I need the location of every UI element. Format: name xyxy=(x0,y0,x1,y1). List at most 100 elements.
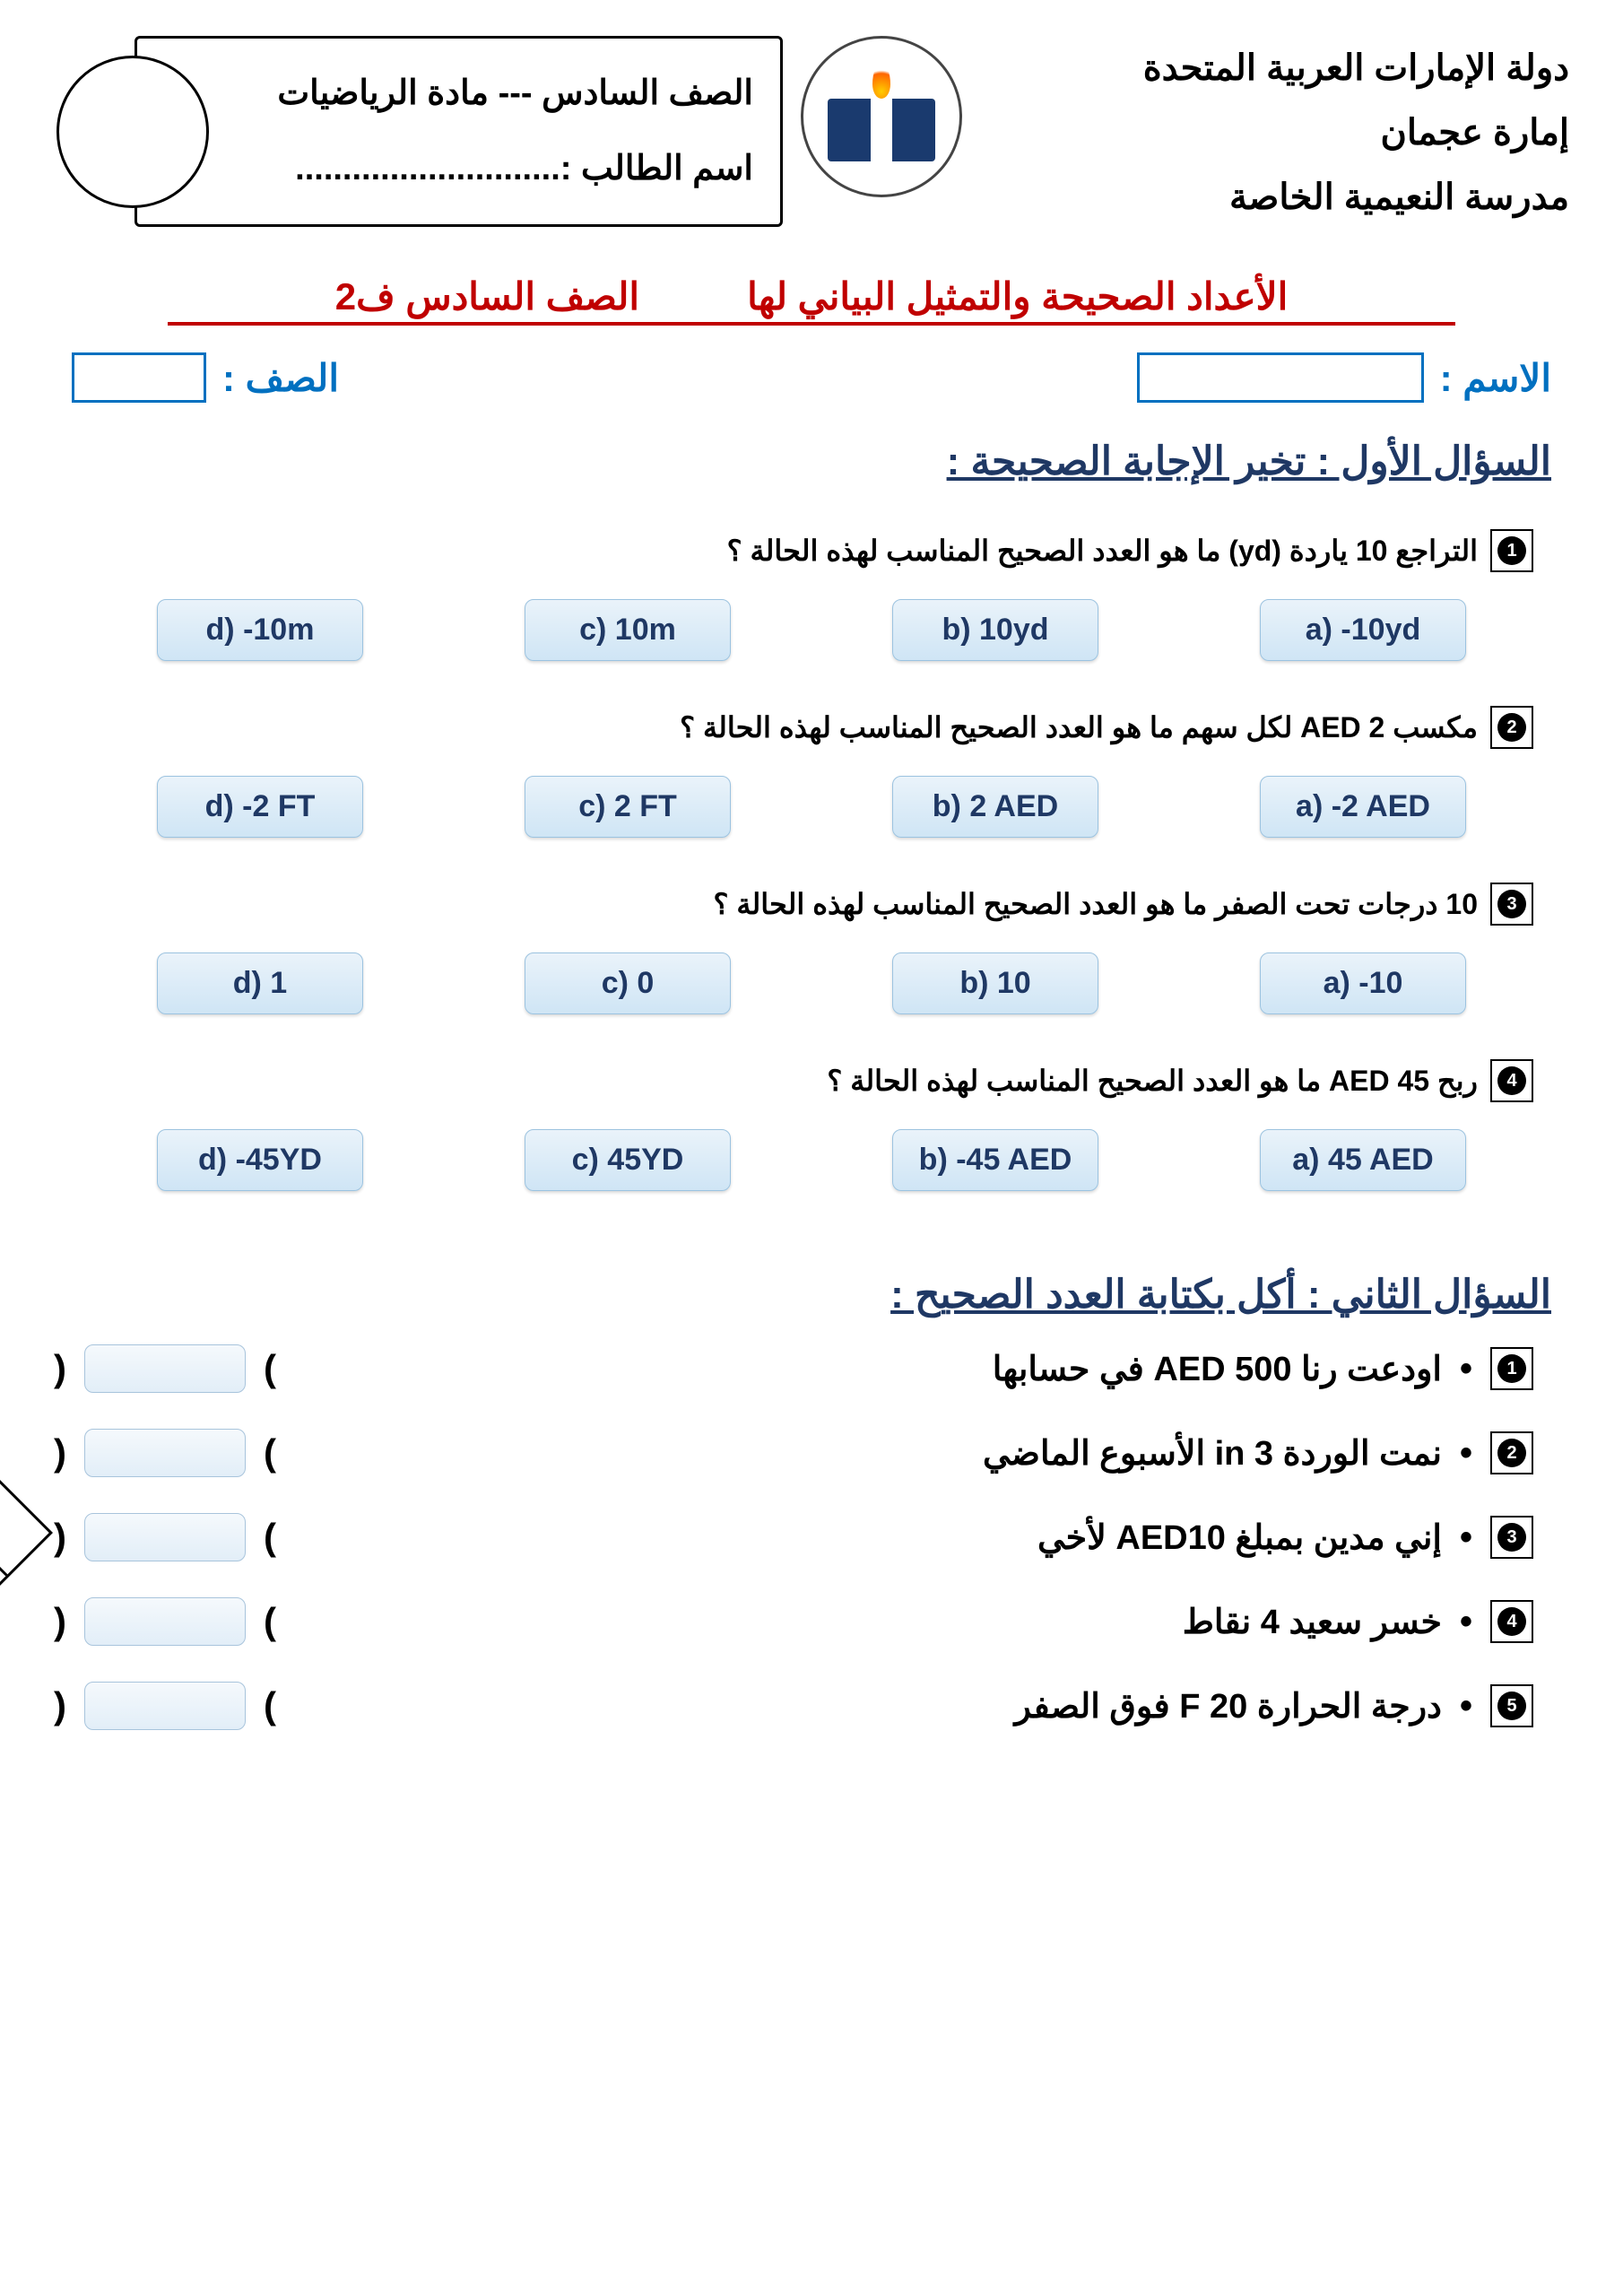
fill-row: 1 • اودعت رنا AED 500 في حسابها) ( xyxy=(54,1344,1533,1393)
fill-text: درجة الحرارة 20 F فوق الصفر xyxy=(294,1686,1442,1726)
mc-option-button[interactable]: c) 2 FT xyxy=(525,776,731,838)
mc-prompt-text: التراجع 10 ياردة (yd) ما هو العدد الصحيح… xyxy=(727,534,1478,568)
mc-option-button[interactable]: d) 1 xyxy=(157,952,363,1014)
mc-prompt-text: 10 درجات تحت الصفر ما هو العدد الصحيح ال… xyxy=(713,887,1478,921)
bullet-icon: • xyxy=(1460,1686,1472,1726)
answer-input[interactable] xyxy=(84,1429,246,1477)
answer-input[interactable] xyxy=(84,1597,246,1646)
question1-header: السؤال الأول : تخير الإجابة الصحيحة : xyxy=(72,439,1551,484)
paren-open: ( xyxy=(54,1600,66,1643)
mc-options-row: a) -10 b) 10 c) 0 d) 1 xyxy=(54,952,1569,1014)
mc-option-button[interactable]: b) -45 AED xyxy=(892,1129,1098,1191)
question-number-badge: 4 xyxy=(1490,1059,1533,1102)
answer-input[interactable] xyxy=(84,1344,246,1393)
mc-question: 1 التراجع 10 ياردة (yd) ما هو العدد الصحي… xyxy=(54,529,1569,661)
paren-close: ) xyxy=(264,1684,276,1727)
question2-container: 1 • اودعت رنا AED 500 في حسابها) (2 • نمت الو… xyxy=(54,1344,1569,1730)
mc-option-button[interactable]: a) 45 AED xyxy=(1260,1129,1466,1191)
name-label: الاسم : xyxy=(1440,356,1551,400)
mc-option-button[interactable]: a) -10 xyxy=(1260,952,1466,1014)
question-number-badge: 2 xyxy=(1490,706,1533,749)
worksheet-title: الأعداد الصحيحة والتمثيل البياني لها xyxy=(747,274,1288,318)
mc-prompt-row: 3 10 درجات تحت الصفر ما هو العدد الصحيح ا… xyxy=(54,883,1569,926)
fill-row: 5 • درجة الحرارة 20 F فوق الصفر) ( xyxy=(54,1682,1533,1730)
question-number-badge: 3 xyxy=(1490,883,1533,926)
school-line: مدرسة النعيمية الخاصة xyxy=(980,165,1569,230)
fill-text: نمت الوردة 3 in الأسبوع الماضي xyxy=(294,1433,1442,1474)
question-number-badge: 1 xyxy=(1490,529,1533,572)
question-number-dot: 2 xyxy=(1497,713,1526,742)
mc-option-button[interactable]: c) 10m xyxy=(525,599,731,661)
worksheet-title-row: الأعداد الصحيحة والتمثيل البياني لها الص… xyxy=(168,274,1456,326)
question2-header: السؤال الثاني : أكل بكتابة العدد الصحيح … xyxy=(72,1272,1551,1318)
fill-number-dot: 3 xyxy=(1497,1523,1526,1552)
grade-circle xyxy=(56,56,209,208)
fill-number-badge: 5 xyxy=(1490,1684,1533,1727)
student-name-line: اسم الطالب :............................ xyxy=(164,132,753,207)
diamond-decoration xyxy=(0,1444,53,1622)
question-number-dot: 1 xyxy=(1497,536,1526,565)
worksheet-header: دولة الإمارات العربية المتحدة إمارة عجما… xyxy=(54,36,1569,230)
school-info: دولة الإمارات العربية المتحدة إمارة عجما… xyxy=(980,36,1569,230)
mc-question: 4ربح AED 45 ما هو العدد الصحيح المناسب ل… xyxy=(54,1059,1569,1191)
mc-prompt-text: مكسب AED 2 لكل سهم ما هو العدد الصحيح ال… xyxy=(680,710,1478,744)
class-field: الصف : xyxy=(72,352,339,403)
grade-student-box: الصف السادس --- مادة الرياضيات اسم الطال… xyxy=(135,36,783,227)
mc-prompt-row: 4ربح AED 45 ما هو العدد الصحيح المناسب ل… xyxy=(54,1059,1569,1102)
mc-prompt-row: 2 مكسب AED 2 لكل سهم ما هو العدد الصحيح ا… xyxy=(54,706,1569,749)
mc-option-button[interactable]: c) 45YD xyxy=(525,1129,731,1191)
answer-input[interactable] xyxy=(84,1513,246,1561)
mc-option-button[interactable]: c) 0 xyxy=(525,952,731,1014)
question-number-dot: 4 xyxy=(1497,1066,1526,1095)
fill-number-badge: 2 xyxy=(1490,1431,1533,1474)
mc-option-button[interactable]: d) -10m xyxy=(157,599,363,661)
fill-row: 2•نمت الوردة 3 in الأسبوع الماضي)( xyxy=(54,1429,1533,1477)
mc-option-button[interactable]: d) -45YD xyxy=(157,1129,363,1191)
mc-option-button[interactable]: a) -2 AED xyxy=(1260,776,1466,838)
school-logo xyxy=(801,36,962,197)
paren-close: ) xyxy=(264,1600,276,1643)
fill-number-badge: 4 xyxy=(1490,1600,1533,1643)
name-field: الاسم : xyxy=(1137,352,1551,403)
mc-option-button[interactable]: b) 10yd xyxy=(892,599,1098,661)
paren-close: ) xyxy=(264,1516,276,1559)
mc-question: 3 10 درجات تحت الصفر ما هو العدد الصحيح ا… xyxy=(54,883,1569,1014)
paren-close: ) xyxy=(264,1431,276,1474)
class-input[interactable] xyxy=(72,352,206,403)
fill-text: اودعت رنا AED 500 في حسابها xyxy=(294,1349,1442,1389)
mc-option-button[interactable]: b) 2 AED xyxy=(892,776,1098,838)
mc-question: 2 مكسب AED 2 لكل سهم ما هو العدد الصحيح ا… xyxy=(54,706,1569,838)
bullet-icon: • xyxy=(1460,1518,1472,1558)
paren-open: ( xyxy=(54,1347,66,1390)
question1-container: 1 التراجع 10 ياردة (yd) ما هو العدد الصحي… xyxy=(54,529,1569,1191)
fill-row: 3 • إني مدين بمبلغ AED10 لأخي) ( xyxy=(54,1513,1533,1561)
mc-option-button[interactable]: b) 10 xyxy=(892,952,1098,1014)
answer-input[interactable] xyxy=(84,1682,246,1730)
mc-option-button[interactable]: a) -10yd xyxy=(1260,599,1466,661)
paren-open: ( xyxy=(54,1516,66,1559)
question-number-dot: 3 xyxy=(1497,890,1526,918)
name-class-row: الاسم : الصف : xyxy=(72,352,1551,403)
mc-options-row: a) -10yd b) 10yd c) 10m d) -10m xyxy=(54,599,1569,661)
paren-open: ( xyxy=(54,1684,66,1727)
mc-prompt-row: 1 التراجع 10 ياردة (yd) ما هو العدد الصحي… xyxy=(54,529,1569,572)
bullet-icon: • xyxy=(1460,1602,1472,1642)
name-input[interactable] xyxy=(1137,352,1424,403)
mc-options-row: a) -2 AED b) 2 AED c) 2 FT d) -2 FT xyxy=(54,776,1569,838)
country-line: دولة الإمارات العربية المتحدة xyxy=(980,36,1569,100)
grade-subject-line: الصف السادس --- مادة الرياضيات xyxy=(164,57,753,132)
worksheet-grade: الصف السادس ف2 xyxy=(335,274,639,318)
paren-open: ( xyxy=(54,1431,66,1474)
emirate-line: إمارة عجمان xyxy=(980,100,1569,165)
bullet-icon: • xyxy=(1460,1349,1472,1389)
fill-number-dot: 4 xyxy=(1497,1607,1526,1636)
fill-text: إني مدين بمبلغ AED10 لأخي xyxy=(294,1518,1442,1558)
class-label: الصف : xyxy=(222,356,339,400)
fill-number-badge: 1 xyxy=(1490,1347,1533,1390)
fill-number-badge: 3 xyxy=(1490,1516,1533,1559)
paren-close: ) xyxy=(264,1347,276,1390)
mc-option-button[interactable]: d) -2 FT xyxy=(157,776,363,838)
fill-row: 4 • خسر سعيد 4 نقاط) ( xyxy=(54,1597,1533,1646)
fill-text: خسر سعيد 4 نقاط xyxy=(294,1602,1442,1642)
fill-number-dot: 1 xyxy=(1497,1354,1526,1383)
